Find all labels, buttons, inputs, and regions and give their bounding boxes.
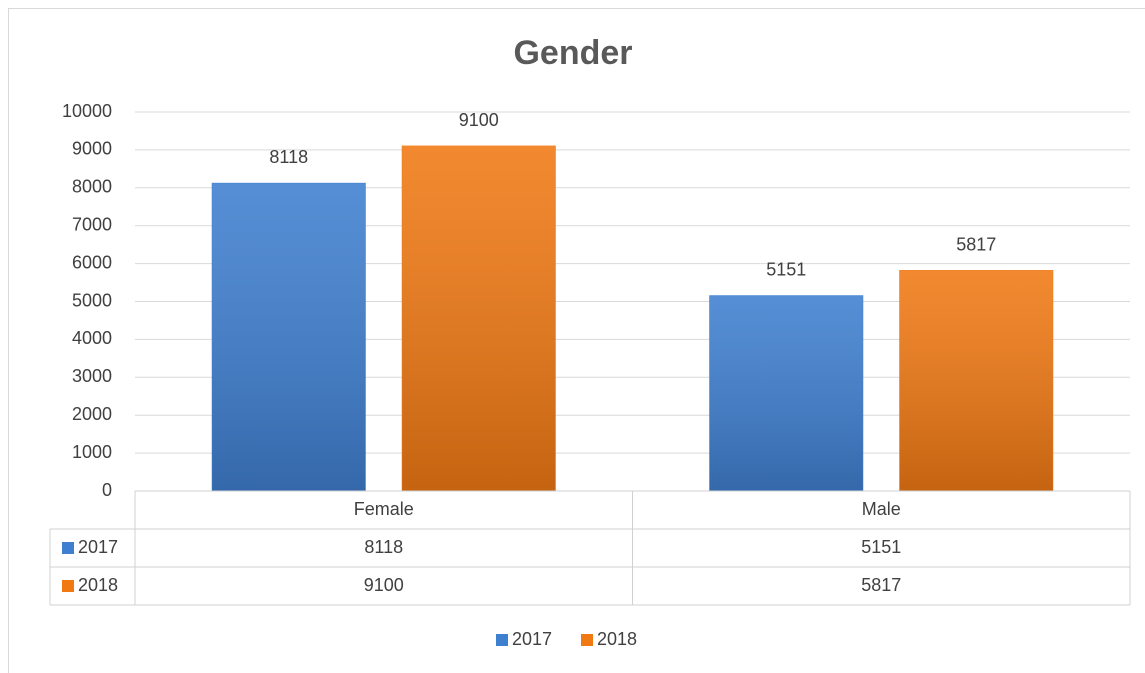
table-key (62, 542, 74, 554)
y-tick-label: 9000 (72, 139, 112, 159)
data-label: 5151 (766, 260, 806, 280)
table-series-name: 2017 (78, 537, 118, 557)
legend-label: 2018 (597, 629, 637, 649)
x-tick-label: Female (354, 499, 414, 519)
table-value: 9100 (364, 575, 404, 595)
chart-title: Gender (513, 34, 632, 72)
y-tick-label: 10000 (62, 101, 112, 121)
y-tick-label: 7000 (72, 214, 112, 234)
bar-shade (899, 270, 1053, 491)
data-label: 8118 (269, 147, 308, 167)
y-tick-label: 5000 (72, 290, 112, 310)
bar-shade (212, 183, 366, 491)
legend-key (581, 634, 593, 646)
y-tick-label: 6000 (72, 252, 112, 272)
bar-shade (709, 295, 863, 491)
data-label: 5817 (956, 234, 996, 254)
y-tick-label: 3000 (72, 366, 112, 386)
table-value: 8118 (364, 537, 403, 557)
y-tick-label: 0 (102, 480, 112, 500)
legend-label: 2017 (512, 629, 552, 649)
table-value: 5817 (861, 575, 901, 595)
legend-key (496, 634, 508, 646)
y-tick-label: 8000 (72, 177, 112, 197)
bar-shade (402, 146, 556, 492)
table-series-name: 2018 (78, 575, 118, 595)
data-label: 9100 (459, 110, 499, 130)
y-tick-label: 4000 (72, 328, 112, 348)
table-value: 5151 (861, 537, 901, 557)
y-tick-label: 1000 (72, 442, 112, 462)
x-tick-label: Male (862, 499, 901, 519)
table-key (62, 580, 74, 592)
y-tick-label: 2000 (72, 404, 112, 424)
